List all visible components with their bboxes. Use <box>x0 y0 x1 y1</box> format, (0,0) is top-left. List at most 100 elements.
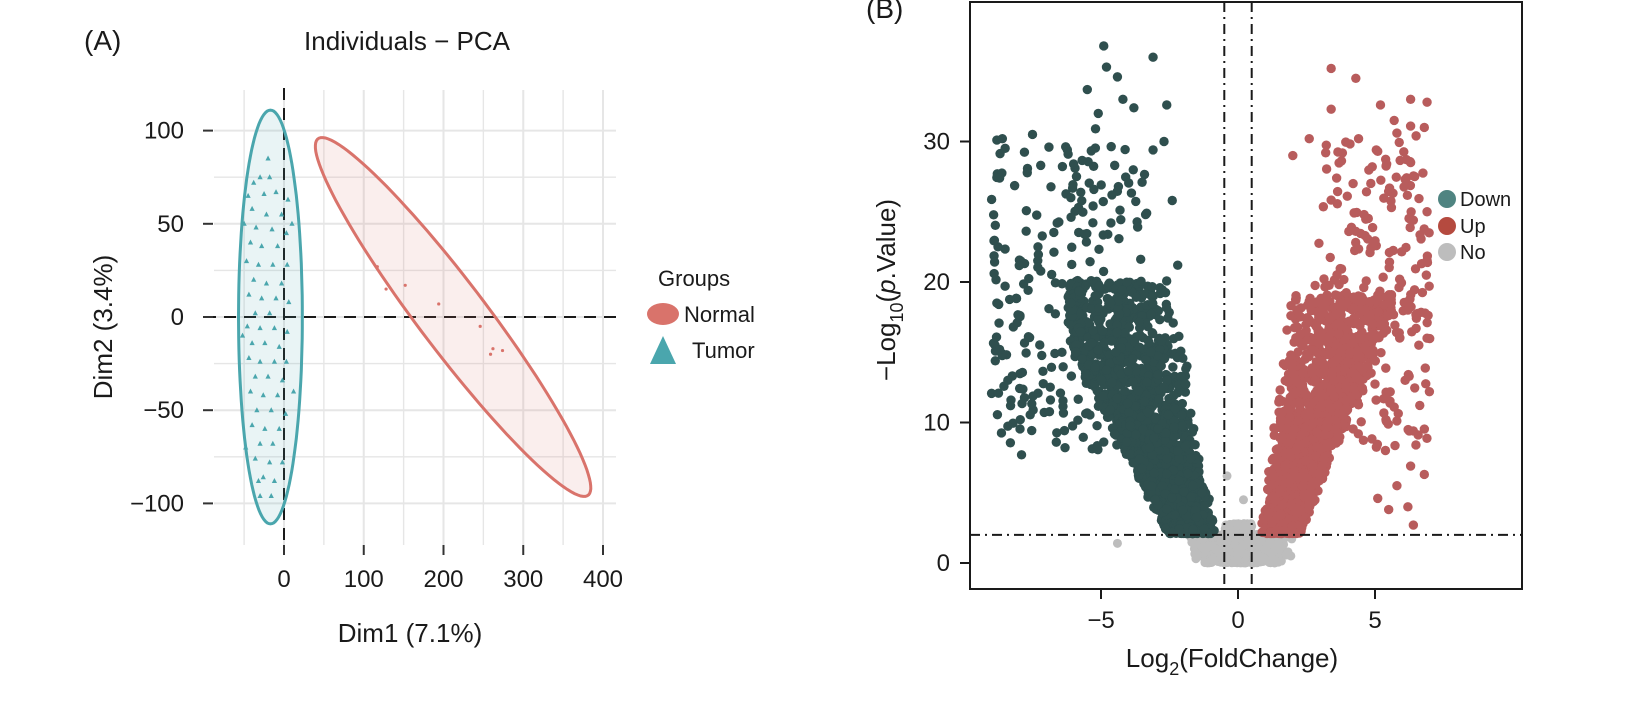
volcano-point-down <box>1033 242 1043 252</box>
pca-legend: Groups Normal Tumor <box>647 266 755 364</box>
pca-point-tumor <box>249 205 255 211</box>
volcano-point-down <box>1008 322 1019 332</box>
volcano-point-down <box>1073 394 1083 404</box>
volcano-point-down <box>1088 201 1098 211</box>
pca-x-tick-label: 200 <box>423 566 463 593</box>
volcano-point-down <box>1057 161 1068 172</box>
volcano-point-down <box>1106 141 1116 152</box>
volcano-point-down <box>997 133 1008 144</box>
volcano-point-down <box>1003 421 1013 431</box>
volcano-point-down <box>1153 369 1163 380</box>
volcano-point-down <box>1168 390 1179 401</box>
pca-legend-normal-label: Normal <box>684 302 755 327</box>
pca-point-tumor <box>275 392 281 398</box>
volcano-point-down <box>1021 226 1031 236</box>
volcano-point-down <box>1167 195 1177 206</box>
volcano-point-down <box>1157 285 1168 295</box>
pca-point-tumor <box>270 261 276 267</box>
volcano-point-down <box>1037 231 1047 241</box>
pca-point-tumor <box>254 407 260 413</box>
volcano-point-down <box>1086 338 1097 348</box>
volcano-point-no <box>1200 558 1210 568</box>
volcano-point-down <box>1154 394 1164 404</box>
volcano-point-down <box>1162 469 1172 479</box>
volcano-point-down <box>1005 400 1016 411</box>
volcano-point-down <box>1093 401 1104 411</box>
panel-b-label: (B) <box>866 0 903 24</box>
volcano-point-down <box>1188 524 1198 535</box>
pca-point-tumor <box>271 358 278 364</box>
pca-point-tumor <box>262 340 268 346</box>
volcano-point-down <box>1044 142 1054 152</box>
volcano-point-down <box>1058 408 1069 418</box>
volcano-point-no <box>1281 550 1291 560</box>
volcano-point-down <box>1114 233 1124 244</box>
volcano-point-down <box>1003 375 1013 386</box>
volcano-point-down <box>1019 147 1030 157</box>
pca-point-tumor <box>252 373 258 379</box>
pca-point-normal <box>403 283 407 287</box>
volcano-point-down <box>1135 330 1145 340</box>
volcano-point-down <box>1178 353 1188 364</box>
volcano-point-down <box>1093 315 1103 325</box>
pca-point-normal <box>491 347 495 351</box>
volcano-point-down <box>992 409 1003 420</box>
volcano-point-down <box>1157 481 1168 491</box>
panel-a-label: (A) <box>84 25 121 56</box>
volcano-point-down <box>1067 242 1077 252</box>
pca-point-tumor <box>249 422 255 428</box>
pca-point-tumor <box>255 261 262 267</box>
volcano-point-down <box>1156 361 1166 371</box>
volcano-point-no <box>1232 554 1242 564</box>
volcano-point-no <box>1276 556 1286 566</box>
pca-point-tumor <box>269 226 275 232</box>
volcano-point-down <box>1089 184 1099 195</box>
pca-point-tumor <box>265 373 271 379</box>
volcano-point-down <box>1186 408 1196 418</box>
pca-point-tumor <box>282 410 289 416</box>
pca-point-tumor <box>283 358 289 364</box>
volcano-series-no <box>1112 471 1297 568</box>
volcano-point-down <box>1067 259 1077 270</box>
volcano-point-down <box>1150 495 1160 505</box>
pca-x-tick-label: 100 <box>344 566 384 593</box>
volcano-point-down <box>1098 196 1108 207</box>
volcano-point-down <box>1050 348 1060 359</box>
pca-point-normal <box>500 348 505 353</box>
volcano-point-down <box>1141 208 1152 218</box>
pca-point-tumor <box>251 179 257 185</box>
volcano-point-down <box>1052 218 1062 228</box>
pca-x-tick-label: 0 <box>277 566 290 593</box>
pca-y-tick-label: −50 <box>143 397 184 424</box>
volcano-points <box>986 41 1435 568</box>
pca-ellipse-normal <box>313 136 593 498</box>
volcano-point-down <box>1099 337 1110 348</box>
volcano-point-down <box>1101 62 1112 72</box>
volcano-point-down <box>1013 310 1023 320</box>
volcano-point-down <box>1098 266 1109 277</box>
volcano-point-down <box>1032 210 1042 220</box>
pca-point-tumor <box>290 388 297 394</box>
volcano-point-down <box>1079 229 1090 239</box>
volcano-point-down <box>1149 468 1160 478</box>
volcano-point-down <box>1144 442 1155 453</box>
volcano-point-down <box>1065 298 1076 308</box>
pca-point-tumor <box>244 323 250 329</box>
volcano-point-down <box>1120 144 1130 155</box>
volcano-point-down <box>989 235 1000 246</box>
pca-point-normal <box>488 352 493 356</box>
volcano-point-down <box>1162 454 1172 464</box>
volcano-point-down <box>1093 345 1103 355</box>
volcano-point-down <box>1090 124 1101 134</box>
volcano-point-down <box>1153 423 1164 434</box>
volcano-point-down <box>1134 342 1145 353</box>
volcano-point-down <box>1014 260 1024 271</box>
volcano-point-down <box>1140 355 1151 365</box>
volcano-point-down <box>1092 420 1102 431</box>
pca-y-tick-label: 50 <box>157 211 184 238</box>
volcano-point-down <box>1051 437 1062 447</box>
volcano-point-down <box>1112 440 1122 450</box>
volcano-point-down <box>1173 260 1183 270</box>
volcano-point-down <box>1136 276 1146 287</box>
pca-point-tumor <box>276 425 282 431</box>
